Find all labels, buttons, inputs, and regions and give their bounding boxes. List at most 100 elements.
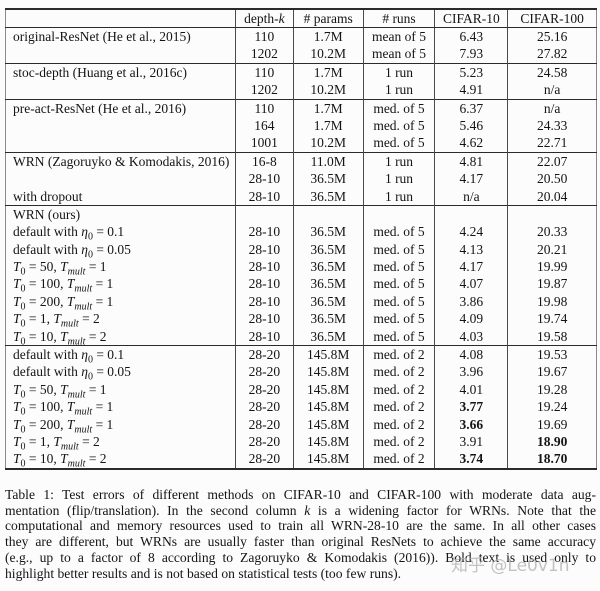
cell-cifar10: 3.86 xyxy=(434,293,508,311)
cell-depth-k: 28-10 xyxy=(234,310,294,329)
cell-cifar100: 18.70 xyxy=(507,450,597,470)
cell-runs: med. of 5 xyxy=(362,134,435,153)
cell-params: 36.5M xyxy=(292,293,364,311)
results-table: depth-k # params # runs CIFAR-10 CIFAR-100 o… xyxy=(5,8,597,471)
cell-runs: med. of 5 xyxy=(362,258,435,276)
cell-cifar100: 19.67 xyxy=(507,363,597,382)
cell-method: default with η0 = 0.05 xyxy=(13,364,131,384)
caption-line: computational and memory resources used … xyxy=(5,518,596,534)
cell-depth-k: 1202 xyxy=(234,81,294,100)
cell-cifar100: 20.33 xyxy=(507,223,597,242)
cell-params: 36.5M xyxy=(292,310,364,329)
cell-runs: med. of 2 xyxy=(362,381,435,399)
cell-cifar100: 25.16 xyxy=(507,27,597,46)
cell-method: T0 = 200, Tmult = 1 xyxy=(13,293,114,313)
cell-runs: med. of 5 xyxy=(362,241,435,259)
cell-params: 36.5M xyxy=(292,223,364,242)
table-row: T0 = 10, Tmult = 2 28-20 145.8M med. of 2 3.… xyxy=(6,450,597,470)
cell-method: T0 = 100, Tmult = 1 xyxy=(13,276,114,296)
cell-depth-k: 1001 xyxy=(234,134,294,153)
cell-runs: 1 run xyxy=(362,170,435,188)
cell-runs: med. of 5 xyxy=(362,223,435,242)
table-row: stoc-depth (Huang et al., 2016c) 110 1.7M 1… xyxy=(5,63,597,82)
caption-line: (e.g., up to a factor of 8 according to … xyxy=(5,549,596,565)
cell-depth-k: 164 xyxy=(234,117,294,135)
cell-depth-k: 28-20 xyxy=(234,345,294,364)
cell-cifar100: 19.74 xyxy=(507,310,597,329)
table-row: WRN (ours) xyxy=(5,205,597,224)
cell-cifar10: 3.96 xyxy=(434,363,508,382)
cell-cifar10: 4.17 xyxy=(434,258,508,276)
cell-cifar100: 19.69 xyxy=(507,415,597,434)
cell-runs: 1 run xyxy=(362,63,435,82)
cell-cifar10: 4.08 xyxy=(434,345,508,364)
cell-depth-k: 28-20 xyxy=(234,398,294,416)
cell-cifar100: 19.98 xyxy=(507,293,597,311)
cell-runs: med. of 5 xyxy=(362,328,435,346)
cell-method xyxy=(6,171,236,188)
cell-params: 36.5M xyxy=(292,328,364,346)
cell-runs xyxy=(362,205,435,224)
cell-params: 36.5M xyxy=(292,275,364,294)
cell-params: 145.8M xyxy=(292,450,364,470)
cell-depth-k: 28-20 xyxy=(234,415,294,434)
col-header-runs: # runs xyxy=(362,9,435,29)
cell-cifar100: n/a xyxy=(507,98,597,118)
cell-depth-k: 28-10 xyxy=(234,241,294,259)
cell-cifar100: 24.58 xyxy=(507,63,597,82)
cell-depth-k: 28-10 xyxy=(234,170,294,188)
cell-params: 1.7M xyxy=(292,27,364,46)
cell-cifar100: 19.53 xyxy=(507,345,597,364)
cell-method: default with η0 = 0.1 xyxy=(5,345,236,365)
cell-cifar10: 3.66 xyxy=(434,415,508,434)
cell-depth-k: 110 xyxy=(234,98,294,118)
cell-cifar10: 7.93 xyxy=(434,45,508,64)
cell-cifar10: 5.23 xyxy=(434,63,508,82)
cell-runs: med. of 2 xyxy=(362,398,435,416)
cell-method xyxy=(6,117,236,134)
cell-runs: med. of 5 xyxy=(362,293,435,311)
table-row: T0 = 100, Tmult = 1 28-10 36.5M med. of 5 4.… xyxy=(6,275,597,296)
table-row: WRN (Zagoruyko & Komodakis, 2016) 16-8 11.… xyxy=(5,152,597,171)
table-row: T0 = 200, Tmult = 1 28-10 36.5M med. of 5 3.… xyxy=(6,293,597,313)
cell-method: default with η0 = 0.1 xyxy=(13,224,125,243)
cell-cifar10: 4.24 xyxy=(434,223,508,242)
cell-runs: med. of 5 xyxy=(362,275,435,294)
table-header: depth-k # params # runs CIFAR-10 CIFAR-100 xyxy=(5,9,597,29)
cell-params: 36.5M xyxy=(292,170,364,188)
cell-runs: med. of 2 xyxy=(362,363,435,382)
cell-method: WRN (ours) xyxy=(5,205,236,224)
cell-cifar10: 6.37 xyxy=(434,98,508,118)
cell-runs: med. of 5 xyxy=(362,310,435,329)
caption-line: highlight better results and is not base… xyxy=(5,565,402,581)
cell-depth-k: 28-10 xyxy=(234,187,294,206)
cell-cifar100: 19.58 xyxy=(507,328,597,346)
cell-cifar10: 5.46 xyxy=(434,117,508,135)
cell-cifar10: 3.74 xyxy=(434,450,508,470)
cell-method: stoc-depth (Huang et al., 2016c) xyxy=(5,63,236,82)
table-row: original-ResNet (He et al., 2015) 110 1.7M… xyxy=(5,27,597,46)
cell-cifar100: 18.90 xyxy=(507,433,597,451)
cell-method: T0 = 50, Tmult = 1 xyxy=(13,259,107,278)
cell-params: 36.5M xyxy=(292,241,364,259)
cell-depth-k: 28-20 xyxy=(234,381,294,399)
cell-cifar10: 4.17 xyxy=(434,170,508,188)
cell-method: WRN (Zagoruyko & Komodakis, 2016) xyxy=(5,152,236,171)
cell-depth-k: 28-20 xyxy=(234,450,294,470)
cell-params xyxy=(292,205,364,224)
cell-cifar100: 27.82 xyxy=(507,45,597,64)
cell-depth-k: 28-10 xyxy=(234,293,294,311)
cell-depth-k: 28-20 xyxy=(234,363,294,382)
table-row: T0 = 1, Tmult = 2 28-20 145.8M med. of 2 3.9… xyxy=(6,433,597,452)
cell-depth-k: 1202 xyxy=(234,45,294,64)
cell-method: default with η0 = 0.05 xyxy=(13,241,131,261)
cell-params: 11.0M xyxy=(292,152,364,171)
cell-runs: med. of 2 xyxy=(362,415,435,434)
cell-params: 1.7M xyxy=(292,63,364,82)
cell-runs: 1 run xyxy=(362,187,435,206)
cell-params: 145.8M xyxy=(292,381,364,399)
cell-params: 145.8M xyxy=(292,398,364,416)
cell-params: 10.2M xyxy=(292,45,364,64)
cell-params: 145.8M xyxy=(292,433,364,451)
